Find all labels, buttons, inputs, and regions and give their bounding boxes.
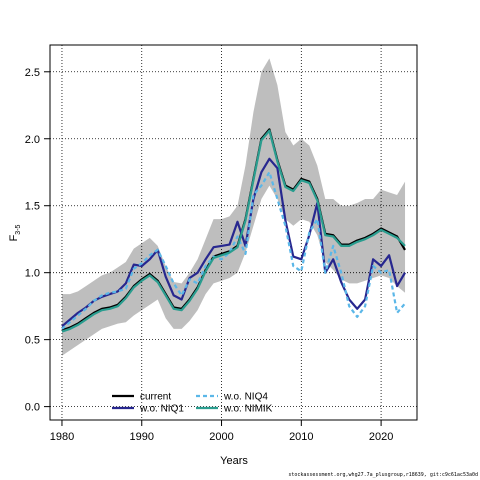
- y-tick-label: 0.5: [25, 335, 40, 347]
- y-axis-title-main: F: [8, 234, 20, 241]
- legend-label: w.o. NIQ4: [223, 392, 268, 403]
- grid: [50, 45, 417, 420]
- confidence-band: [61, 58, 406, 356]
- legend-label: current: [140, 392, 171, 403]
- y-tick-label: 2.0: [25, 134, 40, 146]
- x-tick-label: 2010: [289, 431, 313, 443]
- x-tick-label: 1980: [50, 431, 74, 443]
- footer-source-note: stockassessment.org,whg27.7a_plusgroup,r…: [288, 472, 478, 478]
- y-axis: 0.0 0.5 1.0 1.5 2.0 2.5: [25, 67, 50, 414]
- plot-frame: [49, 44, 418, 421]
- legend-label: w.o. NIQ1: [139, 404, 184, 415]
- x-tick-label: 1990: [130, 431, 154, 443]
- series-line-3: [61, 129, 406, 333]
- legend-label: w.o. NIMIK: [223, 404, 273, 415]
- y-axis-title: F3-5: [8, 224, 22, 241]
- y-tick-label: 1.0: [25, 268, 40, 280]
- x-axis-title: Years: [220, 455, 248, 467]
- y-tick-label: 0.0: [25, 402, 40, 414]
- x-tick-label: 2000: [209, 431, 233, 443]
- y-tick-label: 1.5: [25, 201, 40, 213]
- x-axis: 1980 1990 2000 2010 2020: [50, 420, 393, 443]
- y-axis-title-sub: 3-5: [15, 224, 22, 234]
- series-lines: [61, 128, 406, 333]
- confidence-band-area: [61, 58, 406, 356]
- x-tick-label: 2020: [369, 431, 393, 443]
- y-tick-label: 2.5: [25, 67, 40, 79]
- series-line-2: [61, 171, 406, 330]
